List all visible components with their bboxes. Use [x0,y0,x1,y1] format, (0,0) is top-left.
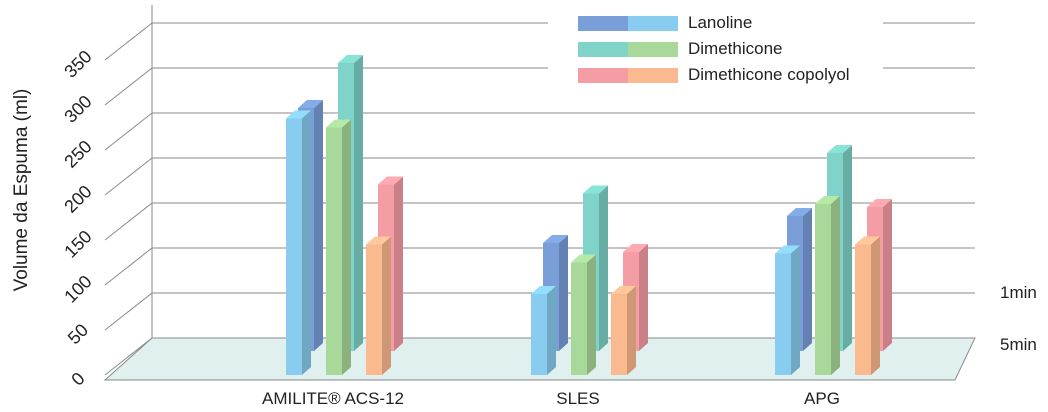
bar-side [599,185,608,351]
gridline-diagonal [104,67,153,106]
bar-side [394,176,403,351]
legend-label-lanoline: Lanoline [688,13,752,32]
bar-5min [571,254,596,375]
bar-side [791,245,800,375]
legend-label-dimethicone: Dimethicone [688,39,783,58]
bar-side [871,236,880,375]
category-label-apg: APG [804,389,840,408]
bar-side [559,235,568,351]
bar-top [867,199,892,207]
legend-swatch-1min [578,42,628,57]
y-tick-label: 100 [60,271,95,306]
bar-side [314,100,323,351]
bar-side [547,286,556,375]
bar-side [382,236,391,375]
y-tick-label: 50 [64,320,92,348]
bar-top [531,286,556,294]
category-label-amilite: AMILITE® ACS-12 [262,389,404,408]
bar-top [338,55,363,63]
bar-front [611,294,627,375]
gridline-diagonal [104,247,153,286]
bar-top [543,235,568,243]
bar-side [342,119,351,375]
bar-5min [286,110,311,375]
bar-front [286,118,302,375]
bar-front [815,204,831,375]
bar-top [366,236,391,245]
bar-side [587,254,596,375]
bar-side [354,55,363,351]
bar-top [583,185,608,194]
gridline-diagonal [104,202,153,241]
legend-swatch-5min [628,42,678,57]
bar-5min [855,236,880,375]
bar-front [531,294,547,375]
gridline-diagonal [104,22,153,61]
bar-top [775,245,800,254]
bar-top [611,286,636,294]
depth-label-5min: 5min [1000,335,1037,354]
bar-top [815,196,840,204]
bar-5min [611,286,636,375]
bar-side [883,199,892,351]
bar-side [302,110,311,375]
y-tick-label: 150 [60,226,95,261]
gridline-diagonal [104,337,153,376]
bar-side [627,286,636,375]
chart-bars [286,55,892,375]
bar-5min [775,245,800,375]
bar-side [843,145,852,351]
bar-5min [366,236,391,375]
y-tick-label: 200 [60,181,95,216]
category-label-sles: SLES [556,389,599,408]
chart-legend [548,6,883,98]
y-tick-label: 350 [60,46,95,81]
legend-swatch-1min [578,68,628,83]
bar-side [803,208,812,351]
bar-side [639,244,648,351]
bar-top [571,254,596,263]
legend-label-dimethicone-copolyol: Dimethicone copolyol [688,65,850,84]
bar-top [623,244,648,252]
y-tick-label: 300 [60,91,95,126]
gridline-diagonal [104,112,153,151]
depth-label-1min: 1min [1000,283,1037,302]
bar-top [286,110,311,119]
bar-front [855,244,871,375]
bar-front [775,253,791,375]
bar-top [787,208,812,216]
bar-top [298,100,323,108]
gridline-diagonal [104,157,153,196]
legend-swatch-5min [628,16,678,31]
bar-front [366,244,382,375]
bar-top [378,176,403,185]
y-axis-title: Volume da Espuma (ml) [11,89,32,292]
bar-top [855,236,880,245]
bar-top [827,145,852,153]
gridline-diagonal [104,292,153,331]
bar-5min [326,119,351,375]
legend-swatch-5min [628,68,678,83]
bar-side [831,196,840,375]
bar-5min [815,196,840,375]
bar-5min [531,286,556,375]
bar-top [326,119,351,128]
y-tick-label: 0 [67,368,88,389]
legend-swatch-1min [578,16,628,31]
bar-front [571,262,587,375]
bar-front [326,127,342,375]
y-tick-label: 250 [60,136,95,171]
